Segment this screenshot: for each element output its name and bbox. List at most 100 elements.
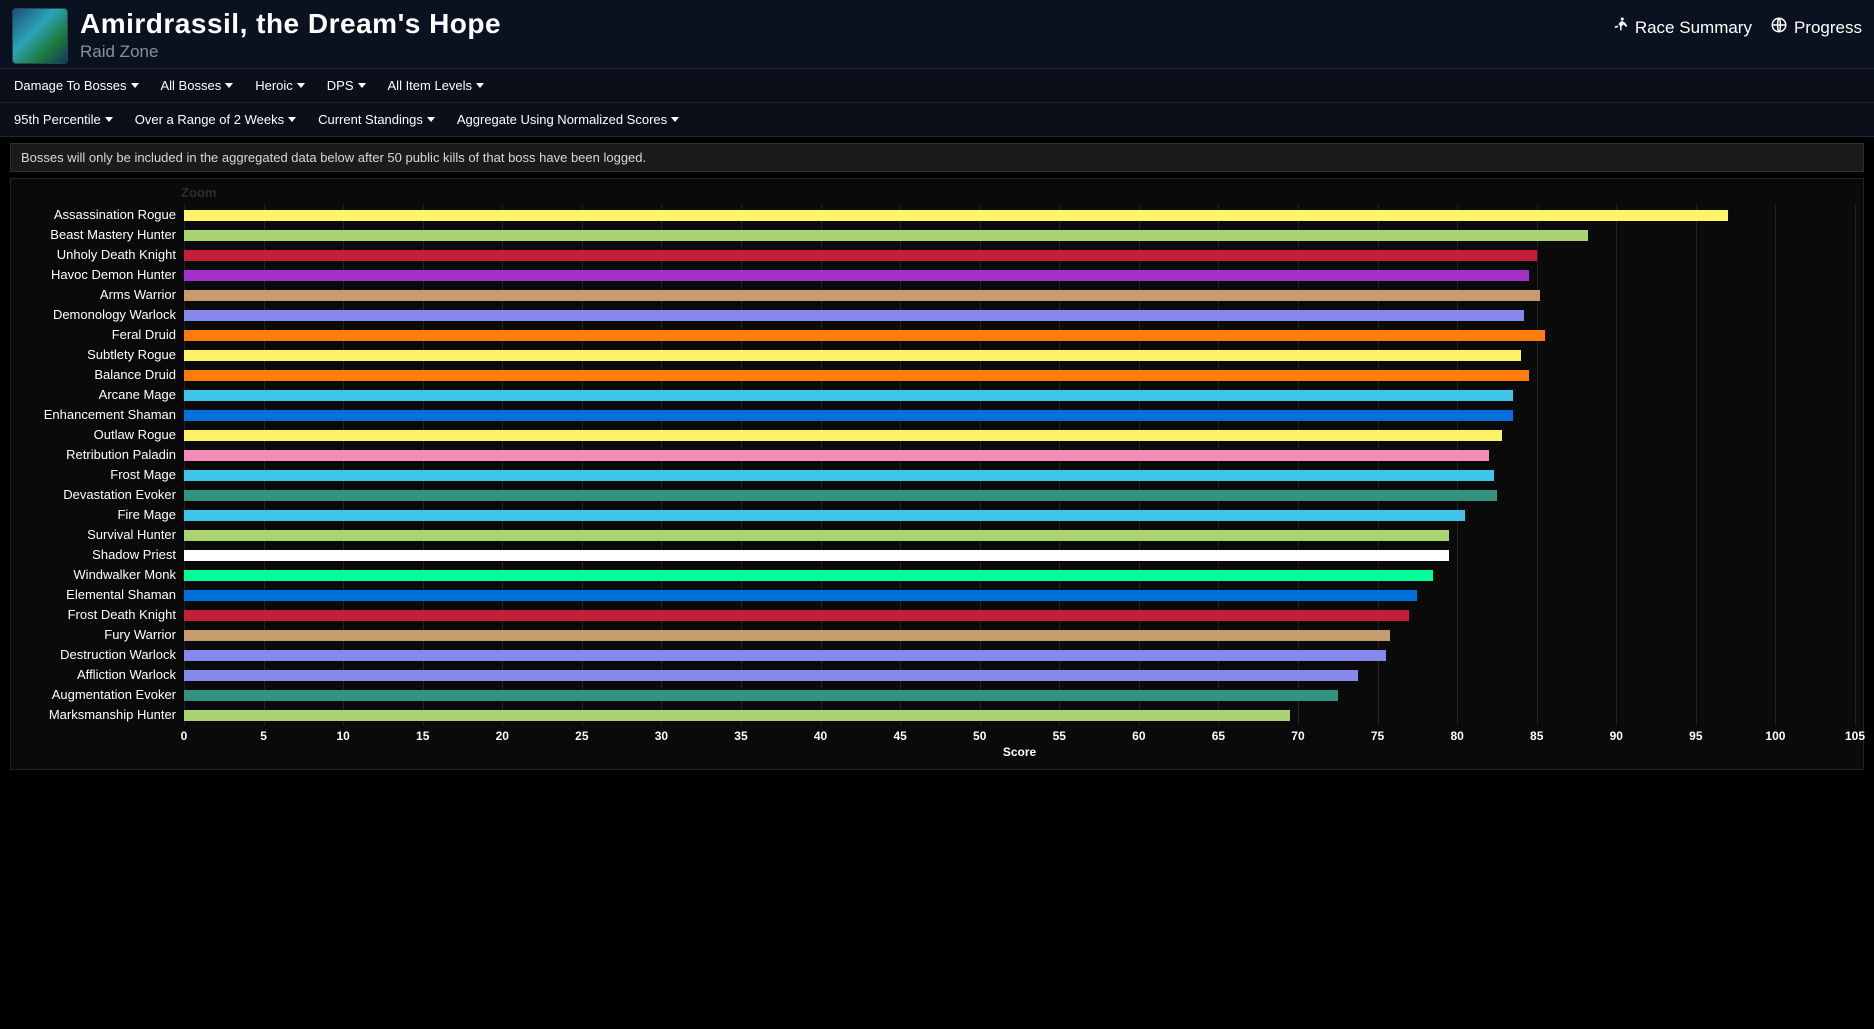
bar-row[interactable] xyxy=(184,585,1855,605)
bar-row[interactable] xyxy=(184,305,1855,325)
x-tick-label: 5 xyxy=(260,729,267,743)
x-tick-label: 45 xyxy=(893,729,906,743)
bar-row[interactable] xyxy=(184,625,1855,645)
x-tick-label: 55 xyxy=(1053,729,1066,743)
filter-role[interactable]: DPS xyxy=(327,75,366,96)
chevron-down-icon xyxy=(105,117,113,122)
filter-label: DPS xyxy=(327,78,354,93)
bar xyxy=(184,550,1449,561)
bar xyxy=(184,290,1540,301)
chevron-down-icon xyxy=(476,83,484,88)
y-axis-label: Enhancement Shaman xyxy=(19,405,184,425)
chevron-down-icon xyxy=(297,83,305,88)
bar xyxy=(184,430,1502,441)
bar-row[interactable] xyxy=(184,705,1855,725)
bar xyxy=(184,590,1417,601)
filter-bar-1: Damage To Bosses All Bosses Heroic DPS A… xyxy=(0,69,1874,103)
bar-row[interactable] xyxy=(184,285,1855,305)
x-tick-label: 80 xyxy=(1450,729,1463,743)
page-header: Amirdrassil, the Dream's Hope Raid Zone … xyxy=(0,0,1874,69)
filter-percentile[interactable]: 95th Percentile xyxy=(14,109,113,130)
y-axis-label: Augmentation Evoker xyxy=(19,685,184,705)
filter-damage-to-bosses[interactable]: Damage To Bosses xyxy=(14,75,139,96)
bar-row[interactable] xyxy=(184,645,1855,665)
x-tick-label: 105 xyxy=(1845,729,1865,743)
bar xyxy=(184,470,1494,481)
y-axis-label: Windwalker Monk xyxy=(19,565,184,585)
chevron-down-icon xyxy=(225,83,233,88)
y-axis-label: Shadow Priest xyxy=(19,545,184,565)
bar-row[interactable] xyxy=(184,465,1855,485)
bar-row[interactable] xyxy=(184,245,1855,265)
x-axis-ticks: 0510152025303540455055606570758085909510… xyxy=(184,725,1855,743)
bar-row[interactable] xyxy=(184,505,1855,525)
bar-row[interactable] xyxy=(184,325,1855,345)
chevron-down-icon xyxy=(671,117,679,122)
bar xyxy=(184,330,1545,341)
x-tick-label: 15 xyxy=(416,729,429,743)
filter-label: Damage To Bosses xyxy=(14,78,127,93)
filter-label: All Item Levels xyxy=(388,78,473,93)
y-axis-label: Devastation Evoker xyxy=(19,485,184,505)
bar xyxy=(184,690,1338,701)
bar-row[interactable] xyxy=(184,605,1855,625)
bar xyxy=(184,410,1513,421)
bar-row[interactable] xyxy=(184,385,1855,405)
y-axis-label: Arms Warrior xyxy=(19,285,184,305)
x-tick-label: 10 xyxy=(336,729,349,743)
bar xyxy=(184,310,1524,321)
bar-row[interactable] xyxy=(184,425,1855,445)
bar-row[interactable] xyxy=(184,685,1855,705)
bar-row[interactable] xyxy=(184,565,1855,585)
notice-banner: Bosses will only be included in the aggr… xyxy=(10,143,1864,172)
bar xyxy=(184,450,1489,461)
x-tick-label: 30 xyxy=(655,729,668,743)
filter-difficulty[interactable]: Heroic xyxy=(255,75,305,96)
x-tick-label: 70 xyxy=(1291,729,1304,743)
x-tick-label: 40 xyxy=(814,729,827,743)
bar-row[interactable] xyxy=(184,545,1855,565)
title-block: Amirdrassil, the Dream's Hope Raid Zone xyxy=(80,8,1611,62)
filter-item-levels[interactable]: All Item Levels xyxy=(388,75,485,96)
bar-row[interactable] xyxy=(184,265,1855,285)
filter-label: 95th Percentile xyxy=(14,112,101,127)
x-tick-label: 50 xyxy=(973,729,986,743)
filter-all-bosses[interactable]: All Bosses xyxy=(161,75,234,96)
filter-label: Aggregate Using Normalized Scores xyxy=(457,112,667,127)
bar xyxy=(184,670,1358,681)
y-axis-labels: Assassination RogueBeast Mastery HunterU… xyxy=(19,205,184,725)
y-axis-label: Elemental Shaman xyxy=(19,585,184,605)
y-axis-label: Marksmanship Hunter xyxy=(19,705,184,725)
x-tick-label: 100 xyxy=(1765,729,1785,743)
progress-link[interactable]: Progress xyxy=(1770,16,1862,39)
x-tick-label: 25 xyxy=(575,729,588,743)
bar-row[interactable] xyxy=(184,405,1855,425)
filter-aggregate[interactable]: Aggregate Using Normalized Scores xyxy=(457,109,679,130)
bar-row[interactable] xyxy=(184,525,1855,545)
page-subtitle: Raid Zone xyxy=(80,42,1611,62)
x-axis-title: Score xyxy=(184,743,1855,765)
bar-row[interactable] xyxy=(184,205,1855,225)
bar xyxy=(184,710,1290,721)
globe-icon xyxy=(1770,16,1788,39)
bar xyxy=(184,570,1433,581)
filter-range[interactable]: Over a Range of 2 Weeks xyxy=(135,109,296,130)
bar xyxy=(184,510,1465,521)
chart-container: Zoom Assassination RogueBeast Mastery Hu… xyxy=(10,178,1864,770)
bar-row[interactable] xyxy=(184,445,1855,465)
bar xyxy=(184,250,1537,261)
y-axis-label: Fury Warrior xyxy=(19,625,184,645)
y-axis-label: Destruction Warlock xyxy=(19,645,184,665)
y-axis-label: Fire Mage xyxy=(19,505,184,525)
filter-standings[interactable]: Current Standings xyxy=(318,109,435,130)
bar-row[interactable] xyxy=(184,345,1855,365)
bar-row[interactable] xyxy=(184,485,1855,505)
bar-row[interactable] xyxy=(184,365,1855,385)
y-axis-label: Retribution Paladin xyxy=(19,445,184,465)
bar-row[interactable] xyxy=(184,225,1855,245)
x-tick-label: 85 xyxy=(1530,729,1543,743)
race-summary-link[interactable]: Race Summary xyxy=(1611,16,1752,39)
bar-row[interactable] xyxy=(184,665,1855,685)
x-tick-label: 0 xyxy=(181,729,188,743)
x-tick-label: 20 xyxy=(496,729,509,743)
